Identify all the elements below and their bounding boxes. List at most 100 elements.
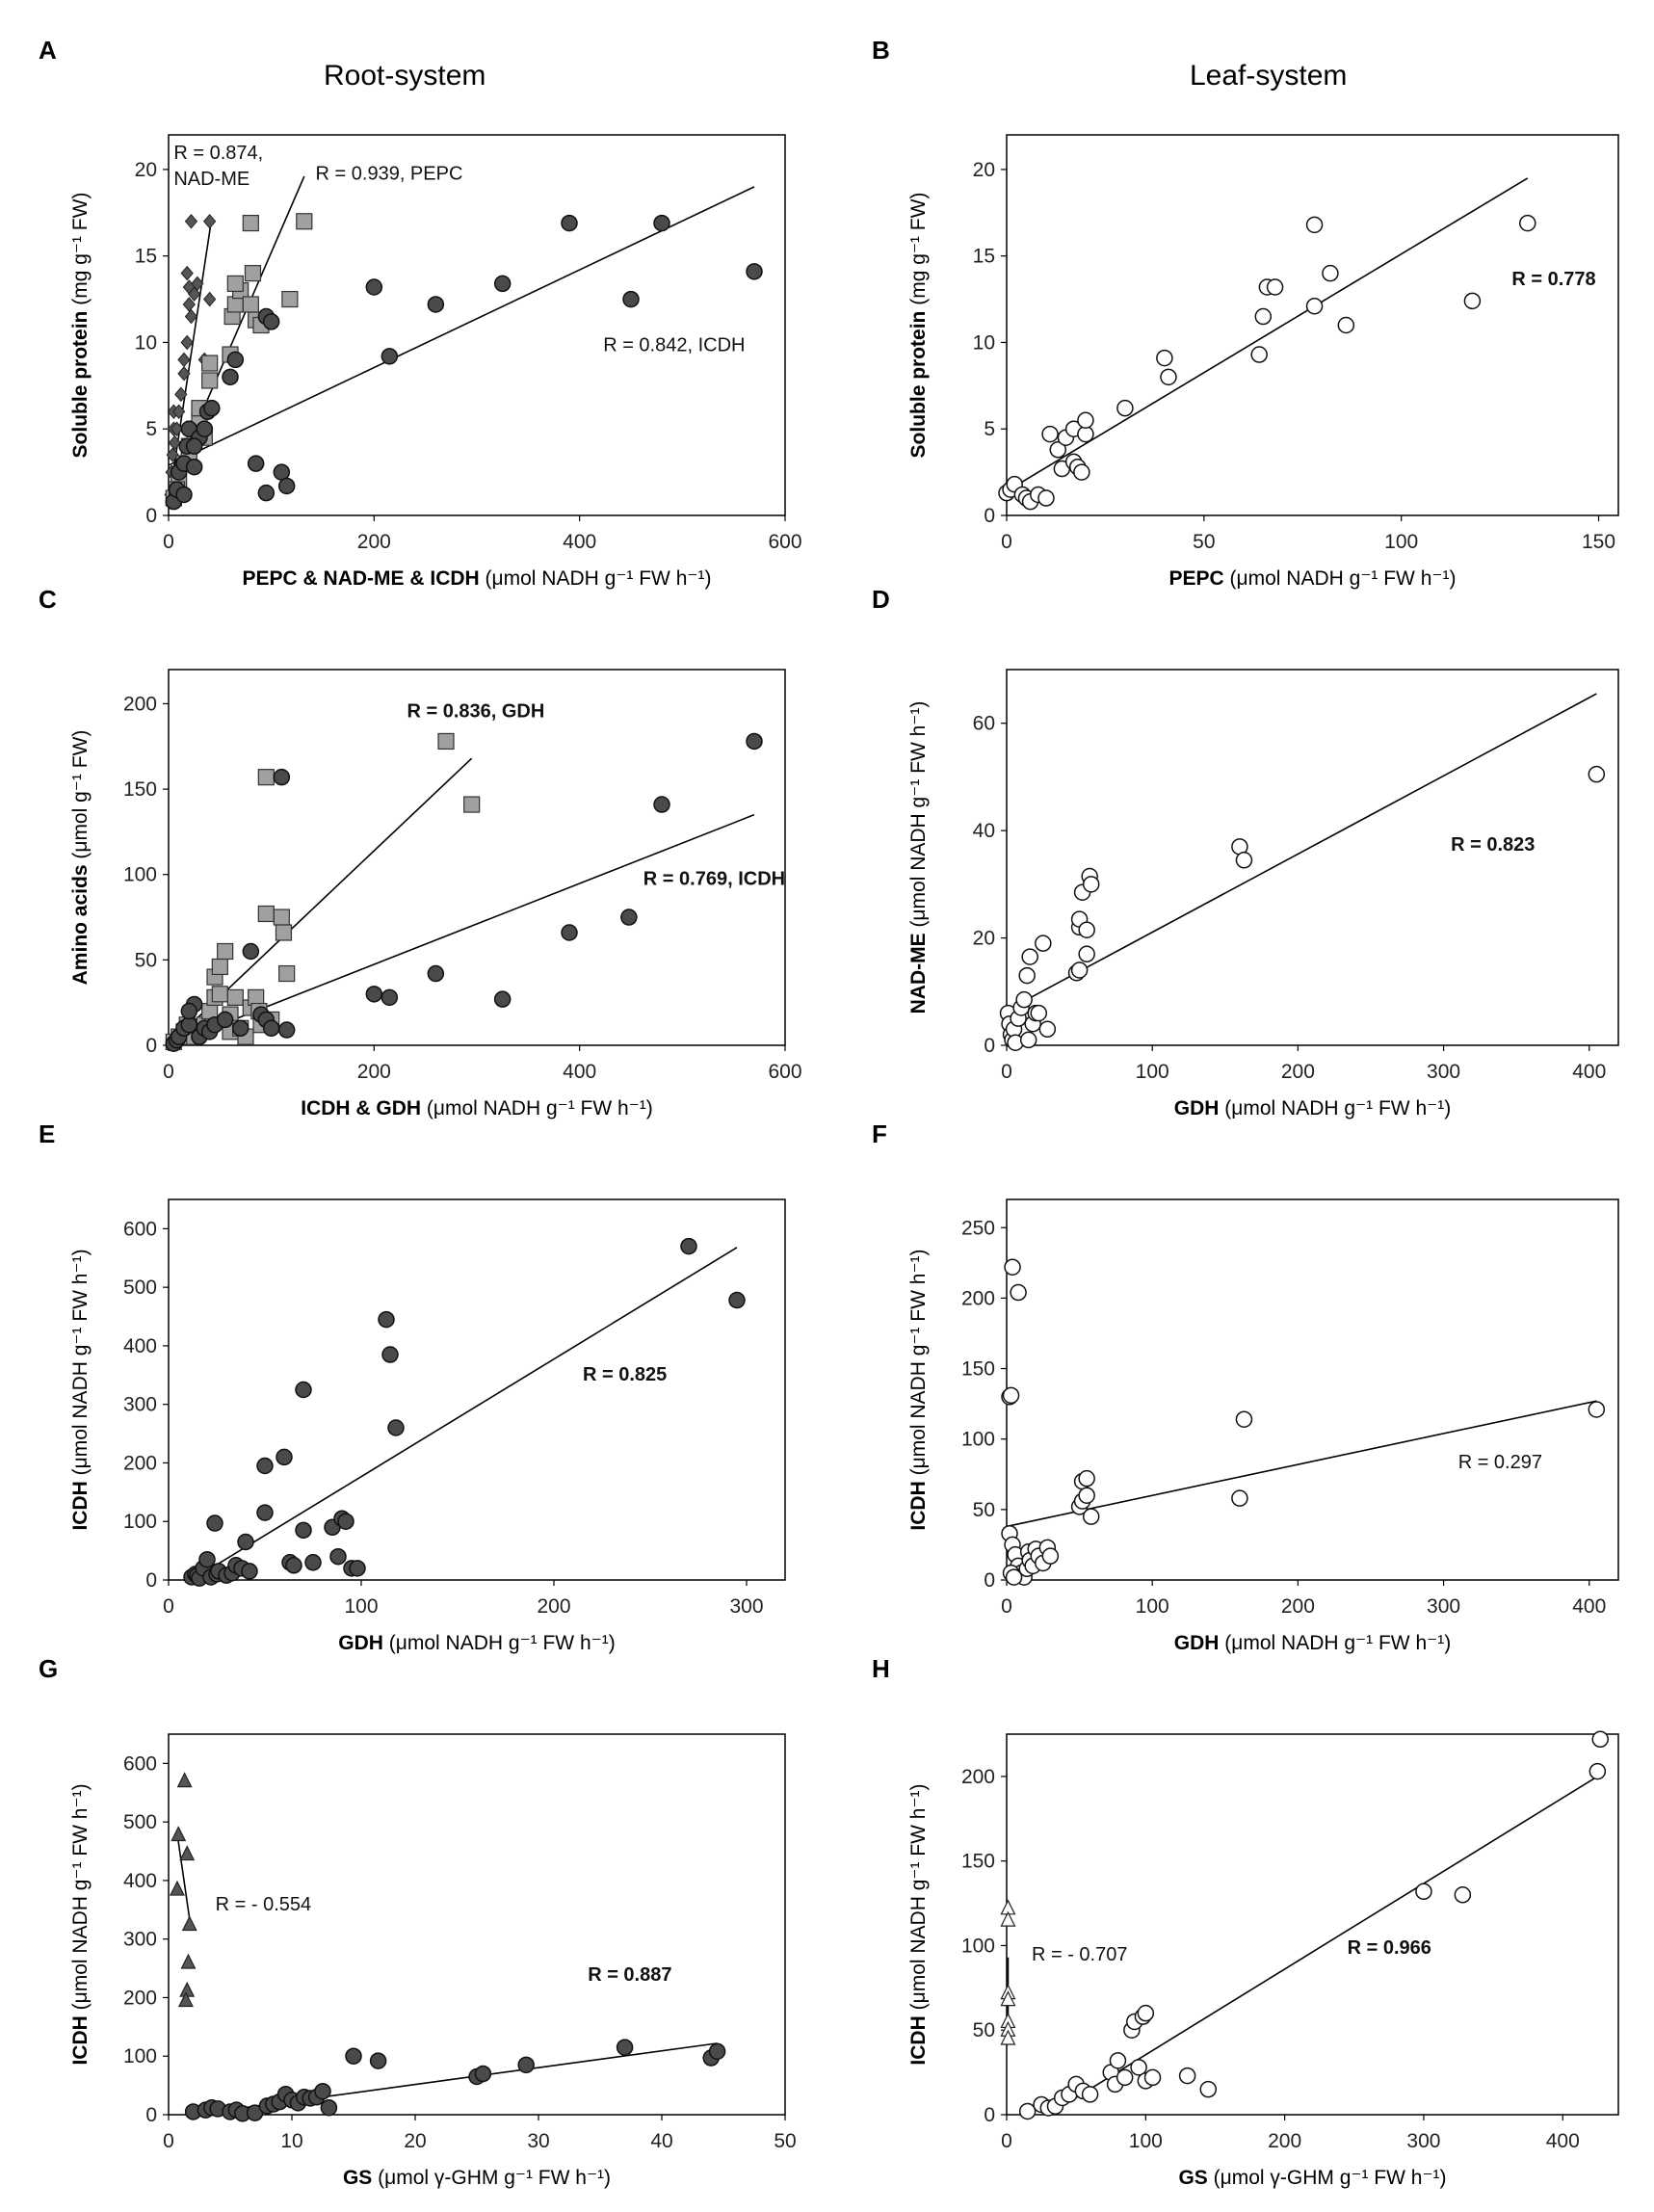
r-annotation: R = - 0.554 — [216, 1894, 312, 1915]
data-point — [174, 386, 188, 403]
data-point — [1137, 2004, 1155, 2022]
data-point — [276, 1448, 293, 1466]
data-point — [387, 1419, 405, 1436]
y-tick-label: 500 — [123, 1277, 157, 1299]
col-title-root: Root-system — [324, 60, 486, 92]
series-triangles — [169, 1772, 197, 2008]
series-circles — [184, 2039, 726, 2122]
plot-frame — [168, 669, 786, 1046]
chart-a: A 0 200 400 600 0 5 10 15 20 PEPC & NAD-ME & ICDH … — [39, 36, 802, 590]
y-axis-label-unit: (μmol g⁻¹ FW) — [69, 730, 92, 865]
data-point — [1035, 935, 1052, 952]
plot-frame — [168, 1733, 786, 2116]
y-axis-label-bold: Soluble protein — [69, 311, 92, 459]
x-tick-label: 0 — [163, 1595, 174, 1618]
data-point — [1015, 990, 1033, 1009]
y-tick-label: 400 — [123, 1335, 157, 1357]
data-point — [222, 368, 239, 386]
y-tick-label: 0 — [984, 1569, 995, 1592]
y-axis-label: NAD-ME (μmol NADH g⁻¹ FW h⁻¹) — [907, 701, 930, 1014]
data-point — [262, 313, 280, 330]
data-point — [231, 1019, 249, 1038]
data-point — [1231, 1489, 1248, 1507]
x-tick-label: 400 — [1572, 1061, 1606, 1083]
y-tick-label: 100 — [123, 1511, 157, 1533]
panel-letter: A — [39, 36, 57, 65]
data-point — [170, 421, 184, 436]
data-point — [1156, 349, 1173, 367]
data-point — [493, 990, 512, 1008]
y-tick-label: 600 — [123, 1752, 157, 1775]
data-point — [1038, 1020, 1057, 1039]
y-tick-label: 10 — [973, 331, 995, 354]
data-point — [1250, 346, 1268, 363]
regression-line — [191, 1247, 738, 1581]
data-point — [1591, 1730, 1609, 1749]
data-point — [217, 942, 234, 961]
data-point — [1081, 2086, 1099, 2103]
data-point — [561, 924, 578, 941]
data-point — [369, 2052, 387, 2069]
r-annotation: R = 0.939, PEPC — [316, 164, 463, 185]
y-tick-label: 200 — [123, 1452, 157, 1474]
r-annotation: R = 0.778 — [1511, 269, 1595, 290]
y-axis-label-unit: (μmol NADH g⁻¹ FW h⁻¹) — [907, 701, 930, 934]
data-point — [1041, 425, 1059, 443]
data-point — [203, 399, 221, 417]
y-tick-label: 50 — [973, 1499, 995, 1521]
x-axis-label-bold: PEPC — [1169, 567, 1224, 590]
data-point — [561, 214, 578, 232]
data-point — [1078, 1487, 1095, 1504]
chart-f: F 0 100 200 300 400 0 50 100 150 200 250 GDH (μmol N… — [872, 1119, 1619, 1654]
y-axis-label-bold: Soluble protein — [907, 311, 930, 459]
data-point — [381, 1346, 399, 1363]
data-point — [1004, 1258, 1021, 1276]
data-point — [1078, 921, 1095, 938]
x-tick-label: 100 — [1136, 1061, 1169, 1083]
data-point — [1305, 298, 1324, 315]
data-point — [1160, 368, 1177, 386]
data-point — [179, 1845, 196, 1861]
data-point — [275, 924, 293, 941]
y-tick-label: 0 — [145, 1035, 157, 1057]
data-point — [622, 290, 640, 308]
panel-letter: E — [39, 1119, 55, 1148]
x-tick-label: 20 — [404, 2130, 426, 2152]
data-point — [273, 463, 291, 481]
data-point — [1018, 2102, 1037, 2120]
series-icdh — [165, 732, 763, 1052]
data-point — [177, 1991, 194, 2008]
data-point — [1019, 1031, 1037, 1049]
r-annotation: R = 0.297 — [1458, 1452, 1542, 1473]
x-tick-label: 0 — [1001, 1061, 1012, 1083]
series-circles — [1018, 1730, 1609, 2120]
x-tick-label: 100 — [1129, 2130, 1163, 2152]
y-tick-label: 200 — [961, 1766, 995, 1788]
y-tick-label: 100 — [123, 864, 157, 886]
regression-line — [1006, 177, 1529, 492]
data-point — [211, 986, 228, 1003]
x-tick-label: 400 — [1546, 2130, 1580, 2152]
y-tick-label: 500 — [123, 1811, 157, 1833]
data-point — [1305, 216, 1324, 234]
regression-line — [1006, 693, 1597, 1012]
data-point — [1588, 1762, 1607, 1780]
x-tick-label: 400 — [563, 1061, 596, 1083]
data-point — [1010, 1283, 1027, 1302]
data-point — [216, 1011, 234, 1029]
y-tick-label: 20 — [973, 928, 995, 950]
x-tick-label: 300 — [1406, 2130, 1440, 2152]
data-point — [226, 988, 244, 1006]
data-point — [175, 486, 193, 504]
data-point — [1037, 489, 1055, 507]
data-point — [242, 296, 259, 313]
x-tick-label: 0 — [163, 1061, 174, 1083]
x-tick-label: 200 — [1281, 1595, 1315, 1618]
y-tick-label: 200 — [123, 693, 157, 715]
y-axis-label-bold: Amino acids — [69, 864, 92, 985]
data-point — [262, 1019, 280, 1038]
x-tick-label: 0 — [1001, 1595, 1012, 1618]
data-point — [320, 2098, 338, 2117]
y-tick-label: 150 — [961, 1358, 995, 1381]
x-axis-label-bold: GDH — [338, 1632, 383, 1654]
